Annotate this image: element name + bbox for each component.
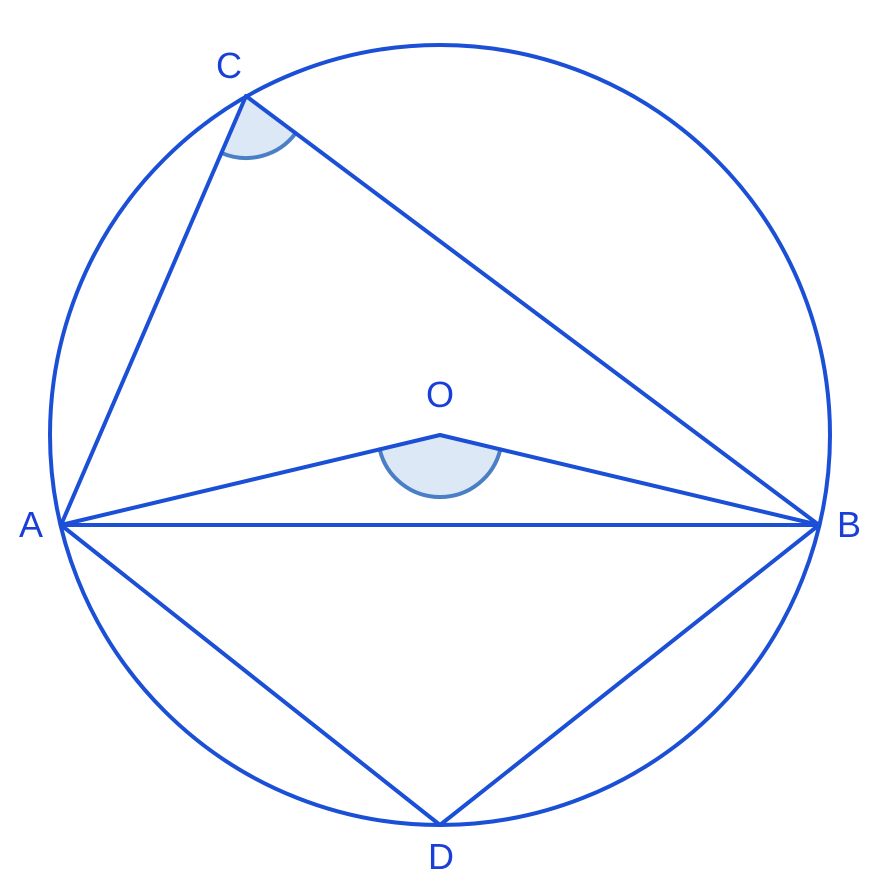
- point-label-D: D: [428, 836, 454, 877]
- point-label-O: O: [426, 374, 454, 415]
- point-label-C: C: [216, 45, 242, 86]
- geometry-diagram: O A B C D: [0, 0, 879, 888]
- point-label-A: A: [19, 504, 43, 545]
- point-label-B: B: [837, 504, 861, 545]
